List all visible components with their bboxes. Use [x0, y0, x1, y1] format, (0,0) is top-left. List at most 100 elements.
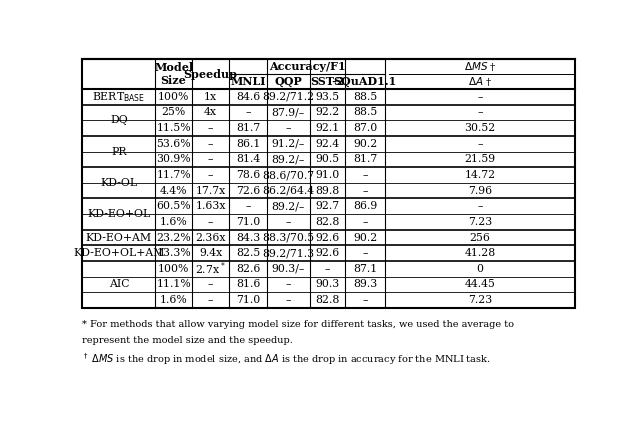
- Text: –: –: [285, 295, 291, 305]
- Text: –: –: [208, 217, 213, 227]
- Text: SQuAD1.1: SQuAD1.1: [333, 76, 397, 87]
- Text: 17.7x: 17.7x: [195, 186, 226, 196]
- Text: –: –: [208, 139, 213, 149]
- Text: 81.7: 81.7: [353, 154, 378, 164]
- Text: Speedup: Speedup: [184, 68, 237, 79]
- Text: 53.6%: 53.6%: [156, 139, 191, 149]
- Text: 92.6: 92.6: [316, 232, 340, 243]
- Text: Accuracy/F1: Accuracy/F1: [269, 61, 346, 72]
- Text: 84.3: 84.3: [236, 232, 260, 243]
- Text: represent the model size and the speedup.: represent the model size and the speedup…: [83, 336, 293, 345]
- Text: 78.6: 78.6: [236, 170, 260, 180]
- Text: 4x: 4x: [204, 108, 217, 117]
- Text: 92.7: 92.7: [316, 201, 340, 211]
- Text: 88.5: 88.5: [353, 108, 378, 117]
- Text: DQ: DQ: [110, 115, 128, 125]
- Text: –: –: [362, 295, 368, 305]
- Text: $\Delta MS$ †: $\Delta MS$ †: [463, 60, 497, 73]
- Text: 92.4: 92.4: [316, 139, 340, 149]
- Text: 7.23: 7.23: [468, 295, 492, 305]
- Text: 88.3/70.5: 88.3/70.5: [262, 232, 314, 243]
- Text: 87.0: 87.0: [353, 123, 378, 133]
- Text: 23.2%: 23.2%: [156, 232, 191, 243]
- Text: 44.45: 44.45: [465, 280, 495, 289]
- Text: –: –: [362, 248, 368, 258]
- Text: AIC: AIC: [109, 280, 129, 289]
- Text: $^\dagger$ $\Delta MS$ is the drop in model size, and $\Delta A$ is the drop in : $^\dagger$ $\Delta MS$ is the drop in mo…: [83, 351, 492, 367]
- Text: 87.9/–: 87.9/–: [272, 108, 305, 117]
- Text: * For methods that allow varying model size for different tasks, we used the ave: * For methods that allow varying model s…: [83, 320, 515, 329]
- Text: 89.2/71.2: 89.2/71.2: [262, 92, 314, 102]
- Text: –: –: [477, 201, 483, 211]
- Text: Model
Size: Model Size: [154, 62, 193, 86]
- Text: 82.6: 82.6: [236, 264, 260, 274]
- Bar: [83, 59, 575, 308]
- Text: 1x: 1x: [204, 92, 217, 102]
- Text: –: –: [477, 92, 483, 102]
- Text: 90.5: 90.5: [316, 154, 340, 164]
- Text: BERT$_{\rm BASE}$: BERT$_{\rm BASE}$: [92, 90, 145, 104]
- Text: –: –: [285, 217, 291, 227]
- Text: 82.8: 82.8: [316, 217, 340, 227]
- Text: 92.1: 92.1: [316, 123, 340, 133]
- Text: 2.7x$^*$: 2.7x$^*$: [195, 261, 226, 277]
- Text: 13.3%: 13.3%: [156, 248, 191, 258]
- Text: 89.2/71.3: 89.2/71.3: [262, 248, 314, 258]
- Text: MNLI: MNLI: [230, 76, 266, 87]
- Text: 11.1%: 11.1%: [156, 280, 191, 289]
- Text: 90.3/–: 90.3/–: [271, 264, 305, 274]
- Text: 89.2/–: 89.2/–: [271, 201, 305, 211]
- Text: 91.0: 91.0: [316, 170, 340, 180]
- Text: 21.59: 21.59: [465, 154, 495, 164]
- Text: 1.63x: 1.63x: [195, 201, 226, 211]
- Text: 81.6: 81.6: [236, 280, 260, 289]
- Text: 91.2/–: 91.2/–: [271, 139, 305, 149]
- Text: 90.3: 90.3: [316, 280, 340, 289]
- Text: 2.36x: 2.36x: [195, 232, 226, 243]
- Text: 89.2/–: 89.2/–: [271, 154, 305, 164]
- Text: –: –: [208, 295, 213, 305]
- Text: –: –: [208, 170, 213, 180]
- Text: –: –: [325, 264, 330, 274]
- Text: 92.2: 92.2: [316, 108, 340, 117]
- Text: –: –: [208, 280, 213, 289]
- Text: 30.9%: 30.9%: [156, 154, 191, 164]
- Text: PR: PR: [111, 147, 127, 156]
- Text: 7.96: 7.96: [468, 186, 492, 196]
- Text: SST-2: SST-2: [310, 76, 345, 87]
- Text: 87.1: 87.1: [353, 264, 378, 274]
- Text: 86.1: 86.1: [236, 139, 260, 149]
- Text: $\Delta A$ †: $\Delta A$ †: [468, 75, 492, 88]
- Text: 90.2: 90.2: [353, 139, 378, 149]
- Text: 71.0: 71.0: [236, 295, 260, 305]
- Text: 86.9: 86.9: [353, 201, 378, 211]
- Text: 89.8: 89.8: [316, 186, 340, 196]
- Text: 60.5%: 60.5%: [156, 201, 191, 211]
- Text: 1.6%: 1.6%: [160, 295, 188, 305]
- Text: 4.4%: 4.4%: [160, 186, 188, 196]
- Text: 7.23: 7.23: [468, 217, 492, 227]
- Text: 11.5%: 11.5%: [156, 123, 191, 133]
- Text: 93.5: 93.5: [316, 92, 340, 102]
- Text: 86.2/64.4: 86.2/64.4: [262, 186, 314, 196]
- Text: 90.2: 90.2: [353, 232, 378, 243]
- Text: QQP: QQP: [275, 76, 302, 87]
- Text: 88.5: 88.5: [353, 92, 378, 102]
- Text: 1.6%: 1.6%: [160, 217, 188, 227]
- Text: –: –: [477, 108, 483, 117]
- Text: 0: 0: [476, 264, 483, 274]
- Text: –: –: [245, 108, 251, 117]
- Text: KD-EO+AM: KD-EO+AM: [86, 232, 152, 243]
- Text: 81.7: 81.7: [236, 123, 260, 133]
- Text: 81.4: 81.4: [236, 154, 260, 164]
- Text: 11.7%: 11.7%: [156, 170, 191, 180]
- Text: 14.72: 14.72: [465, 170, 495, 180]
- Text: 92.6: 92.6: [316, 248, 340, 258]
- Text: 41.28: 41.28: [465, 248, 495, 258]
- Text: –: –: [362, 170, 368, 180]
- Text: KD-EO+OL+AM: KD-EO+OL+AM: [73, 248, 164, 258]
- Text: 30.52: 30.52: [465, 123, 495, 133]
- Text: 72.6: 72.6: [236, 186, 260, 196]
- Text: –: –: [285, 123, 291, 133]
- Text: 88.6/70.7: 88.6/70.7: [262, 170, 314, 180]
